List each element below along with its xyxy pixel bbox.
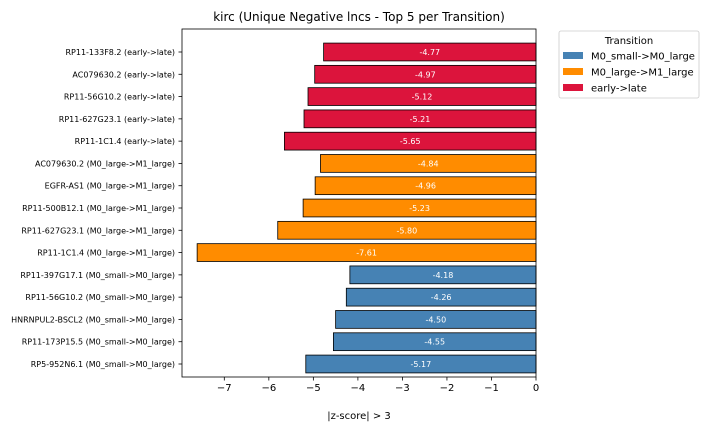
category-label: RP11-133F8.2 (early->late) (65, 48, 175, 57)
x-tick-label: −7 (217, 383, 232, 394)
bar-value-label: -4.77 (419, 48, 440, 57)
category-label: AC079630.2 (early->late) (72, 70, 175, 79)
category-label: RP11-1C1.4 (M0_large->M1_large) (37, 249, 175, 258)
bar-value-label: -4.26 (431, 293, 452, 302)
legend-items: M0_small->M0_large M0_large->M1_largeearl… (563, 52, 695, 95)
chart-title: kirc (Unique Negative lncs - Top 5 per T… (213, 10, 505, 24)
bar-value-label: -5.23 (409, 204, 430, 213)
bar-value-label: -4.97 (415, 70, 436, 79)
x-tick-label: −1 (484, 383, 499, 394)
x-tick-label: −4 (351, 383, 366, 394)
x-axis-ticks: −7 −6 −5 −4 −3 −2 −1 0 (217, 377, 539, 394)
legend-swatch (563, 52, 583, 59)
category-label: RP11-56G10.2 (M0_small->M0_large) (25, 293, 175, 302)
bar-value-label: -7.61 (356, 249, 377, 258)
bar-value-label: -4.18 (433, 271, 454, 280)
x-axis-label: |z-score| > 3 (327, 411, 391, 422)
category-label: RP11-173P15.5 (M0_small->M0_large) (22, 338, 175, 347)
legend-label: M0_small->M0_large (591, 52, 695, 63)
category-label: HNRNPUL2-BSCL2 (M0_small->M0_large) (11, 315, 175, 324)
category-label: AC079630.2 (M0_large->M1_large) (35, 159, 175, 168)
plot-frame (181, 28, 537, 378)
category-label: RP11-627G23.1 (early->late) (59, 115, 175, 124)
bars-group: -4.77 -4.97 -5.12 -5.21 -5.65 -4.84 -4.96 -5.23… (196, 42, 537, 374)
category-label: RP5-952N6.1 (M0_small->M0_large) (31, 360, 175, 369)
bar-value-label: -5.65 (400, 137, 421, 146)
legend-title: Transition (604, 36, 653, 47)
category-label: EGFR-AS1 (M0_large->M1_large) (45, 182, 175, 191)
bar-value-label: -4.84 (418, 159, 439, 168)
category-label: RP11-627G23.1 (M0_large->M1_large) (21, 226, 175, 235)
legend-label: early->late (591, 84, 647, 95)
legend-swatch (563, 84, 583, 91)
bar-value-label: -5.21 (410, 115, 431, 124)
legend: Transition M0_small->M0_large M0_large->M… (558, 30, 700, 99)
category-label: RP11-1C1.4 (early->late) (75, 137, 175, 146)
bar-value-label: -5.17 (411, 360, 432, 369)
x-tick-label: −2 (440, 383, 455, 394)
category-label: RP11-56G10.2 (early->late) (64, 93, 175, 102)
legend-swatch (563, 68, 583, 75)
legend-label: M0_large->M1_large (591, 68, 694, 79)
x-tick-label: −5 (306, 383, 321, 394)
bar-value-label: -4.96 (415, 182, 436, 191)
category-labels: RP11-133F8.2 (early->late) AC079630.2 (ea… (11, 48, 182, 369)
bar-value-label: -4.50 (425, 315, 446, 324)
category-label: RP11-397G17.1 (M0_small->M0_large) (20, 271, 175, 280)
x-tick-label: −3 (395, 383, 410, 394)
bar-value-label: -5.80 (397, 226, 418, 235)
bar-value-label: -5.12 (412, 93, 433, 102)
category-label: RP11-500B12.1 (M0_large->M1_large) (22, 204, 175, 213)
bar-value-label: -4.55 (424, 338, 445, 347)
x-tick-label: −6 (261, 383, 276, 394)
x-tick-label: 0 (533, 383, 539, 394)
legend-frame (558, 30, 700, 99)
